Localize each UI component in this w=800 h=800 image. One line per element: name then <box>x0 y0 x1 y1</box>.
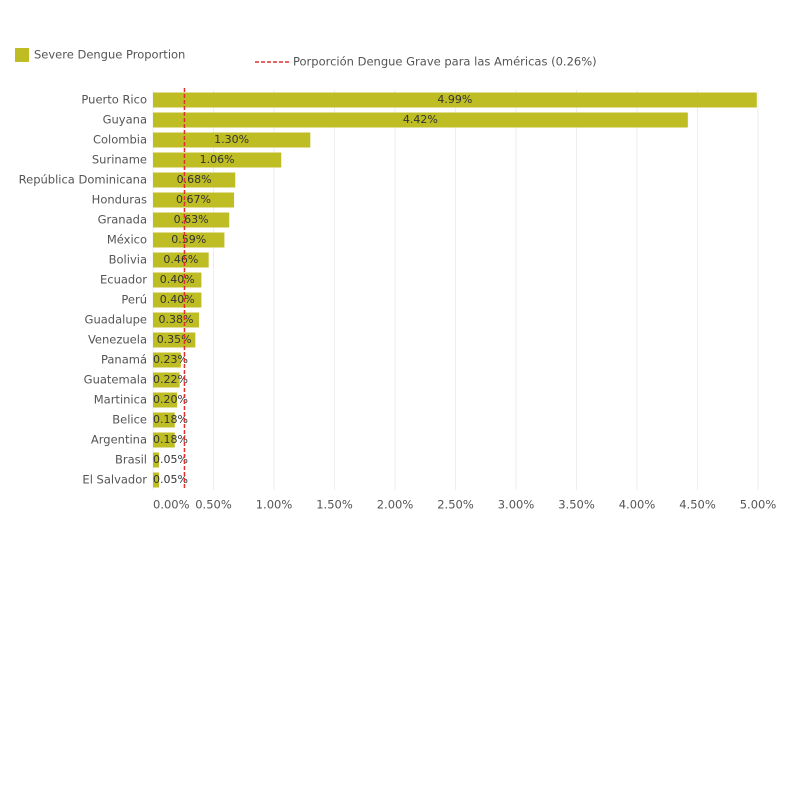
bar <box>153 92 757 108</box>
value-label: 1.30% <box>214 133 249 146</box>
value-label: 0.18% <box>153 413 188 426</box>
reference-legend-label: Porporción Dengue Grave para las América… <box>293 55 597 69</box>
value-label: 0.22% <box>153 373 188 386</box>
x-tick-label: 2.00% <box>377 498 414 512</box>
x-tick-label: 0.50% <box>195 498 232 512</box>
bar <box>153 132 311 148</box>
value-label: 0.05% <box>153 473 188 486</box>
value-label: 0.05% <box>153 453 188 466</box>
y-tick-label: Colombia <box>93 133 147 147</box>
value-label: 0.46% <box>163 253 198 266</box>
bar <box>153 432 175 448</box>
bar <box>153 292 202 308</box>
y-tick-label: Guadalupe <box>85 313 147 327</box>
y-tick-label: Suriname <box>92 153 147 167</box>
x-tick-label: 1.50% <box>316 498 353 512</box>
y-tick-label: República Dominicana <box>19 173 147 187</box>
y-tick-label: México <box>107 233 147 247</box>
value-label: 0.38% <box>159 313 194 326</box>
value-label: 4.42% <box>403 113 438 126</box>
bar <box>153 412 175 428</box>
x-tick-label: 4.50% <box>679 498 716 512</box>
y-tick-label: Martinica <box>94 393 147 407</box>
y-tick-label: Belice <box>112 413 147 427</box>
y-tick-label: Granada <box>98 213 147 227</box>
y-tick-label: Guatemala <box>84 373 147 387</box>
x-tick-label: 4.00% <box>619 498 656 512</box>
y-tick-label: Brasil <box>115 453 147 467</box>
legend-swatch <box>15 48 29 62</box>
bar <box>153 392 178 408</box>
bar <box>153 452 160 468</box>
value-label: 0.20% <box>153 393 188 406</box>
x-tick-label: 5.00% <box>740 498 777 512</box>
value-label: 1.06% <box>200 153 235 166</box>
x-tick-label: 0.00% <box>153 498 190 512</box>
y-tick-label: Puerto Rico <box>81 93 147 107</box>
y-tick-label: Honduras <box>92 193 147 207</box>
y-tick-label: Guyana <box>103 113 147 127</box>
bar <box>153 112 688 128</box>
bar <box>153 272 202 288</box>
x-tick-label: 1.00% <box>256 498 293 512</box>
value-label: 0.35% <box>157 333 192 346</box>
bar <box>153 352 181 368</box>
value-label: 0.40% <box>160 273 195 286</box>
bar <box>153 172 236 188</box>
y-tick-label: El Salvador <box>82 473 147 487</box>
y-tick-label: Argentina <box>91 433 147 447</box>
value-label: 4.99% <box>437 93 472 106</box>
y-tick-label: Ecuador <box>100 273 147 287</box>
y-tick-label: Panamá <box>101 353 147 367</box>
value-label: 0.67% <box>176 193 211 206</box>
y-tick-label: Perú <box>121 293 147 307</box>
value-label: 0.18% <box>153 433 188 446</box>
value-label: 0.63% <box>174 213 209 226</box>
value-label: 0.68% <box>177 173 212 186</box>
value-label: 0.23% <box>153 353 188 366</box>
bar <box>153 232 225 248</box>
x-tick-label: 3.50% <box>558 498 595 512</box>
y-tick-label: Bolivia <box>109 253 147 267</box>
y-tick-label: Venezuela <box>88 333 147 347</box>
value-label: 0.40% <box>160 293 195 306</box>
bar <box>153 372 180 388</box>
bar <box>153 192 235 208</box>
bar <box>153 212 230 228</box>
x-tick-label: 2.50% <box>437 498 474 512</box>
bar <box>153 312 199 328</box>
x-tick-label: 3.00% <box>498 498 535 512</box>
value-label: 0.59% <box>171 233 206 246</box>
bar <box>153 252 209 268</box>
bar <box>153 472 160 488</box>
legend-label: Severe Dengue Proportion <box>34 48 185 62</box>
